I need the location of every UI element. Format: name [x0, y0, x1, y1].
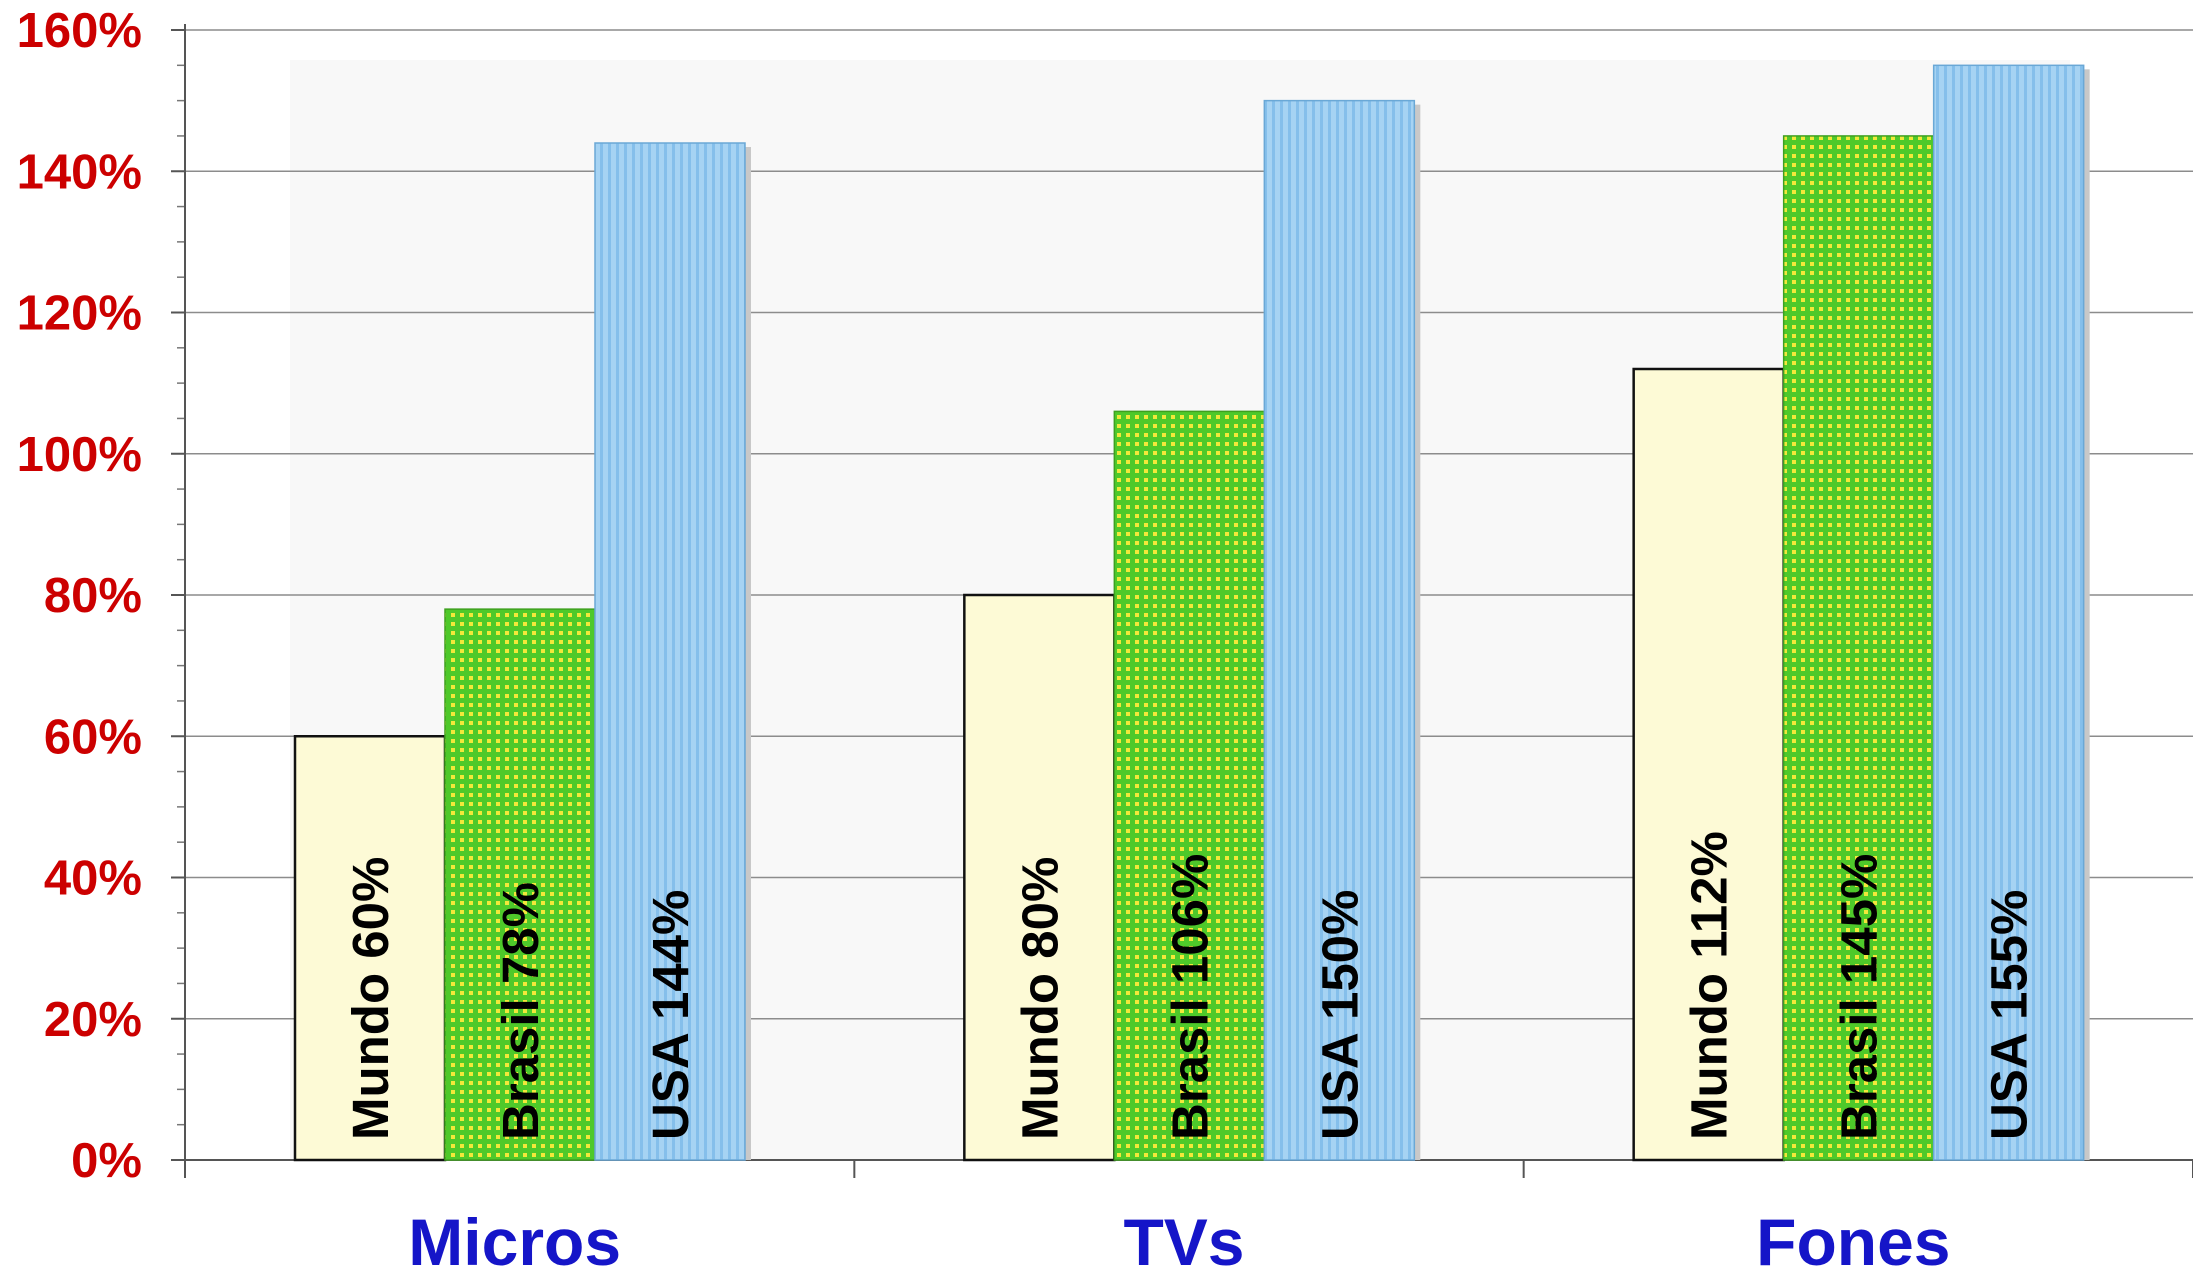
bar-usa-micros: [594, 142, 746, 1161]
y-tick-label: 80%: [44, 569, 142, 623]
y-tick-label: 100%: [17, 428, 142, 482]
bars: [293, 64, 2090, 1162]
x-category-label: TVs: [1123, 1205, 1244, 1269]
y-tick-label: 160%: [17, 4, 142, 58]
bar-mundo-fones: [1632, 367, 1785, 1162]
bar-label: Brasil 145%: [1831, 854, 1888, 1140]
bar-brasil-tvs: [1113, 410, 1266, 1161]
y-tick-label: 140%: [17, 145, 142, 199]
bar-brasil-fones: [1782, 135, 1935, 1161]
bar-label: Brasil 106%: [1161, 854, 1218, 1140]
y-tick-label: 60%: [44, 710, 142, 764]
bar-usa-tvs: [1263, 99, 1416, 1161]
y-tick-label: 20%: [44, 993, 142, 1047]
y-tick-label: 40%: [44, 852, 142, 906]
x-category-label: Micros: [408, 1205, 621, 1269]
x-axis-category-labels: Micros TVs Fones: [408, 1205, 1950, 1269]
bar-label: USA 150%: [1311, 890, 1368, 1140]
y-axis-tick-labels: 0% 20% 40% 60% 80% 100% 120% 140% 160%: [17, 4, 142, 1188]
bar-label: Mundo 60%: [342, 857, 399, 1140]
y-tick-label: 0%: [71, 1134, 142, 1188]
x-category-label: Fones: [1756, 1205, 1950, 1269]
y-tick-label: 120%: [17, 287, 142, 341]
bar-label: USA 155%: [1981, 890, 2038, 1140]
bar-label: USA 144%: [642, 890, 699, 1140]
bar-mundo-micros: [293, 735, 447, 1162]
bar-labels: Mundo 60% Brasil 78% USA 144% Mundo 80% Bras…: [342, 831, 2038, 1140]
bar-brasil-micros: [444, 608, 596, 1161]
bar-mundo-tvs: [963, 593, 1116, 1162]
bar-usa-fones: [1932, 64, 2085, 1161]
bar-label: Brasil 78%: [492, 882, 549, 1140]
bar-label: Mundo 80%: [1011, 857, 1068, 1140]
bar-label: Mundo 112%: [1681, 831, 1738, 1140]
